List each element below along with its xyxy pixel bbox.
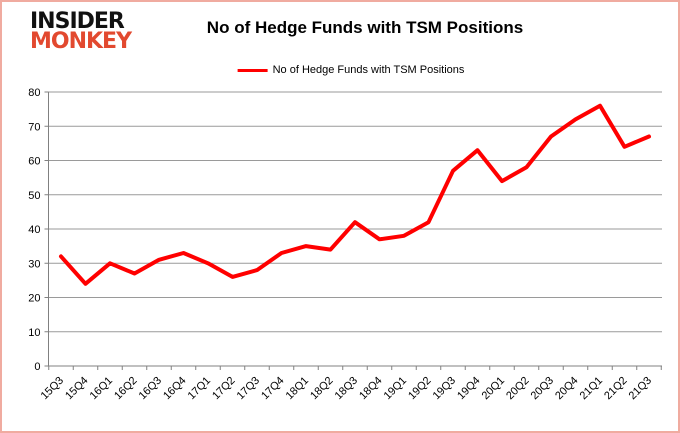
logo-text-insider: INSIDER (30, 9, 125, 34)
legend-label: No of Hedge Funds with TSM Positions (272, 64, 465, 76)
x-tick-label: 20Q3 (529, 375, 557, 403)
x-tick-label: 17Q1 (186, 375, 214, 403)
x-tick-label: 17Q2 (210, 375, 238, 403)
x-tick-label: 20Q1 (480, 375, 508, 403)
x-tick-label: 18Q3 (333, 375, 361, 403)
chart-plot: 0 10 20 30 40 50 60 70 80 15Q315Q416Q116Q216Q316Q… (28, 87, 662, 403)
y-tick-label: 20 (28, 293, 40, 305)
logo-text-monkey: MONKEY (30, 29, 132, 55)
y-tick-label: 30 (28, 258, 40, 270)
x-tick-label: 19Q1 (382, 375, 410, 403)
legend-line-swatch (237, 68, 268, 72)
insider-monkey-logo: INSIDER MONKEY (30, 9, 132, 55)
x-tick-label: 17Q3 (235, 375, 263, 403)
y-tick-label: 10 (28, 327, 40, 339)
legend: No of Hedge Funds with TSM Positions (237, 64, 465, 76)
y-tick-label: 80 (28, 87, 40, 99)
x-tick-label: 16Q4 (161, 375, 189, 403)
x-tick-label: 19Q3 (431, 375, 459, 403)
x-tick-label: 16Q3 (137, 375, 165, 403)
x-tick-label: 15Q4 (63, 375, 91, 403)
series-line (59, 103, 651, 286)
x-tick-label: 21Q3 (627, 375, 655, 403)
chart-title: No of Hedge Funds with TSM Positions (206, 18, 524, 37)
y-tick-label: 50 (28, 190, 40, 202)
x-tick-label: 18Q4 (357, 375, 385, 403)
y-tick-label: 0 (34, 361, 40, 373)
y-tick-label: 40 (28, 224, 40, 236)
y-tick-label: 60 (28, 156, 40, 168)
x-tick-label: 21Q2 (602, 375, 630, 403)
x-tick-label: 15Q3 (39, 375, 67, 403)
x-tick-label: 17Q4 (259, 375, 287, 403)
x-tick-label: 18Q1 (284, 375, 312, 403)
x-tick-label: 19Q4 (455, 375, 483, 403)
x-tick-label: 19Q2 (406, 375, 434, 403)
x-tick-label: 18Q2 (308, 375, 336, 403)
x-tick-label: 16Q1 (88, 375, 116, 403)
x-tick-label: 20Q2 (504, 375, 532, 403)
x-tick-label: 20Q4 (553, 375, 581, 403)
x-tick-label: 16Q2 (112, 375, 140, 403)
y-tick-label: 70 (28, 121, 40, 133)
x-tick-label: 21Q1 (578, 375, 606, 403)
